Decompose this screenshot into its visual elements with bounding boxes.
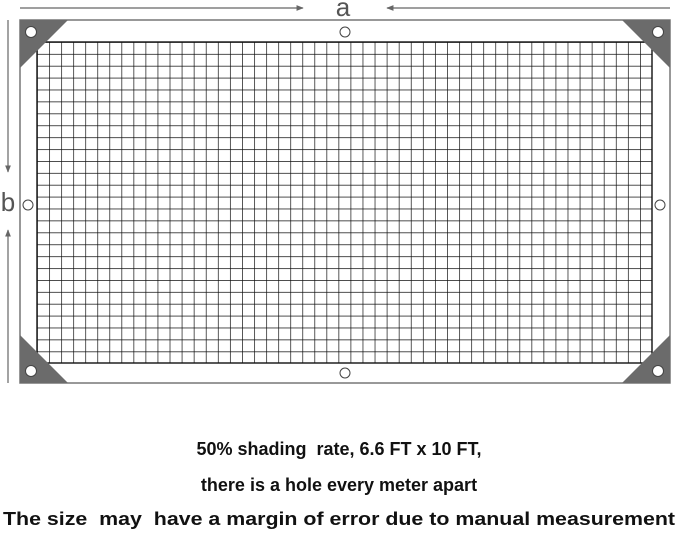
caption: there is a hole every meter apart [201,475,477,495]
width-label: a [336,0,351,22]
caption: 50% shading rate, 6.6 FT x 10 FT, [196,439,481,459]
height-label: b [1,187,15,217]
net-mesh [36,41,653,364]
grommets [22,26,666,379]
caption: The size may have a margin of error due … [3,509,675,529]
